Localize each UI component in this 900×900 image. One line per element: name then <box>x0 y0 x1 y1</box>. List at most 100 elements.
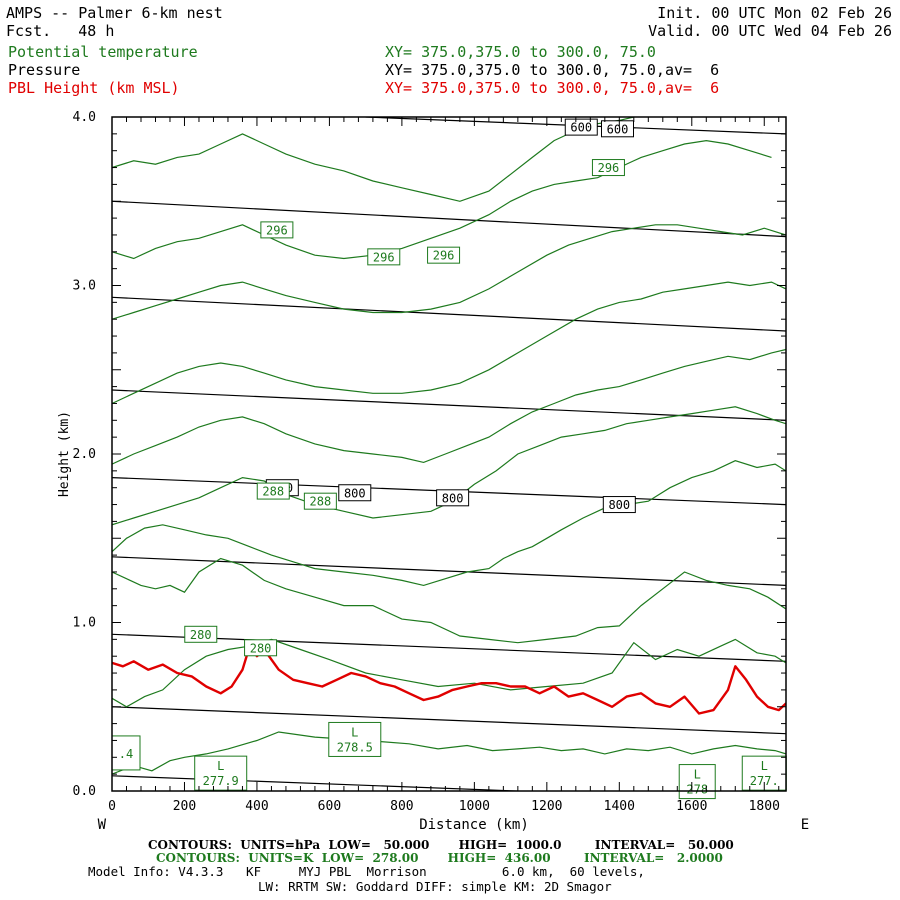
pbl-height-series <box>112 644 786 715</box>
theta-label-1-box <box>244 639 278 657</box>
footer-pressure-contours: CONTOURS: UNITS=hPa LOW= 50.000 HIGH= 10… <box>148 838 734 852</box>
theta-contour-6 <box>112 281 786 405</box>
low-marker-3-value: 277. <box>750 774 779 788</box>
contour-labels: 8008008008006006002802802882882962962962… <box>111 118 787 800</box>
pressure-label-5-box <box>601 120 634 138</box>
theta-label-2-text: 288 <box>262 485 284 499</box>
theta-label-0-text: 280 <box>190 628 212 642</box>
theta-label-5: 296 <box>260 221 294 239</box>
pressure-label-1-box <box>338 484 372 502</box>
pressure-label-3-text: 800 <box>608 498 630 512</box>
theta-contour-5 <box>112 348 786 465</box>
pressure-label-4-text: 600 <box>570 121 592 135</box>
theta-label-5-box <box>260 221 294 239</box>
low-marker-0-letter: L <box>351 725 358 739</box>
isobar-650-7 <box>112 200 786 238</box>
y-tick-label-0: 0.0 <box>73 784 96 799</box>
y-axis-label: Height (km) <box>57 411 72 497</box>
theta-label-1-text: 280 <box>250 641 272 655</box>
theta-legend-label: Potential temperature <box>8 43 198 61</box>
theta-contour-0 <box>112 731 786 775</box>
theta-label-6-box <box>367 248 401 266</box>
footer-physics: LW: RRTM SW: Goddard DIFF: simple KM: 2D… <box>258 879 612 894</box>
init-time: Init. 00 UTC Mon 02 Feb 26 <box>657 4 892 22</box>
footer-model-info: Model Info: V4.3.3 KF MYJ PBL Morrison 6… <box>88 864 645 879</box>
theta-label-7-box <box>427 246 461 264</box>
low-marker-1-value: 277.9 <box>203 774 239 788</box>
pressure-label-4-box <box>564 118 598 136</box>
x-axis-label: Distance (km) <box>419 817 529 833</box>
pbl-legend-xy: XY= 375.0,375.0 to 300.0, 75.0,av= 6 <box>385 79 720 97</box>
x-tick-label-3: 600 <box>318 799 341 814</box>
pressure-legend-xy: XY= 375.0,375.0 to 300.0, 75.0,av= 6 <box>385 61 720 79</box>
x-tick-label-8: 1600 <box>676 799 707 814</box>
theta-label-1: 280 <box>244 639 278 657</box>
y-tick-label-3: 3.0 <box>73 279 96 294</box>
theta-label-2-box <box>256 482 290 500</box>
valid-time: Valid. 00 UTC Wed 04 Feb 26 <box>648 22 892 40</box>
theta-label-4-text: 296 <box>598 161 620 175</box>
pressure-label-3: 800 <box>602 496 636 514</box>
pressure-label-5: 600 <box>601 120 634 138</box>
x-tick-label-0: 0 <box>108 799 116 814</box>
isobar-700-6 <box>112 296 786 332</box>
theta-label-0-box <box>184 625 218 643</box>
pressure-label-4: 600 <box>564 118 598 136</box>
pbl-height-line <box>112 644 786 715</box>
x-tick-label-6: 1200 <box>531 799 562 814</box>
low-marker-3-letter: L <box>761 759 768 773</box>
pressure-label-2-box <box>436 489 470 507</box>
theta-contour-9 <box>112 117 634 202</box>
low-marker-1-box <box>194 755 248 791</box>
isobar-900-1 <box>112 706 786 735</box>
low-marker-0-value: 278.5 <box>337 740 373 754</box>
low-marker-1-letter: L <box>217 759 224 773</box>
footer-theta-contours: CONTOURS: UNITS=K LOW= 278.00 HIGH= 436.… <box>156 851 723 865</box>
x-tick-label-2: 400 <box>245 799 268 814</box>
theta-label-7: 296 <box>427 246 461 264</box>
pressure-legend-label: Pressure <box>8 61 81 79</box>
theta-label-3-text: 288 <box>310 495 332 509</box>
theta-label-6: 296 <box>367 248 401 266</box>
y-tick-label-2: 2.0 <box>73 447 96 462</box>
isobar-800-3 <box>112 556 786 586</box>
axis-ticks <box>111 116 786 792</box>
low-marker-0-box <box>328 721 382 757</box>
isobar-750-5 <box>112 389 786 421</box>
plot-title: AMPS -- Palmer 6-km nest <box>6 4 223 22</box>
low-marker-4: .4 <box>111 735 141 771</box>
axis-tick-labels: 0 200 400 600 800 1000 1200 1400 1600 1800 0.0 1.0 2… <box>73 110 780 814</box>
low-marker-2-value: 278 <box>686 783 708 797</box>
low-marker-2-letter: L <box>694 768 701 782</box>
pressure-label-1-text: 800 <box>344 486 366 500</box>
theta-legend-xy: XY= 375.0,375.0 to 300.0, 75.0 <box>385 43 656 61</box>
low-marker-2-box <box>678 764 716 800</box>
x-tick-label-5: 1000 <box>459 799 490 814</box>
low-marker-4-value: .4 <box>119 747 133 761</box>
theta-contour-7 <box>112 224 786 320</box>
theta-contour-4 <box>112 406 786 526</box>
forecast-hour: Fcst. 48 h <box>6 22 115 40</box>
theta-label-4-box <box>591 159 625 177</box>
theta-contour-2 <box>112 557 786 644</box>
pressure-label-2: 800 <box>436 489 470 507</box>
x-tick-label-7: 1400 <box>604 799 635 814</box>
x-tick-label-4: 800 <box>390 799 413 814</box>
x-axis-east: E <box>801 817 809 833</box>
theta-contours <box>112 117 786 775</box>
theta-label-7-text: 296 <box>433 249 455 263</box>
x-tick-label-9: 1800 <box>749 799 780 814</box>
theta-label-0: 280 <box>184 625 218 643</box>
theta-label-2: 288 <box>256 482 290 500</box>
low-marker-4-box <box>111 735 141 771</box>
pressure-label-2-text: 800 <box>442 491 464 505</box>
y-tick-label-4: 4.0 <box>73 110 96 125</box>
theta-label-3-box <box>303 492 337 510</box>
pressure-label-5-text: 600 <box>607 122 629 136</box>
x-tick-label-1: 200 <box>173 799 196 814</box>
x-axis-west: W <box>98 817 107 833</box>
theta-contour-1 <box>112 638 786 708</box>
theta-label-3: 288 <box>303 492 337 510</box>
